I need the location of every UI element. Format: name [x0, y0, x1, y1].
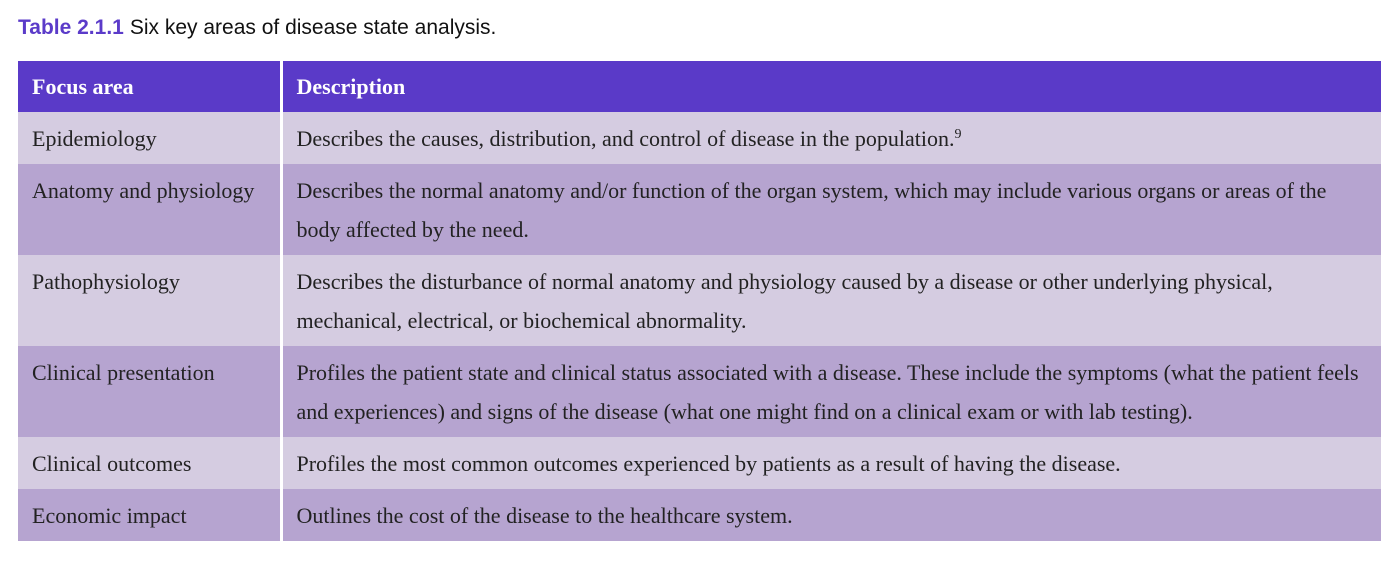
table-row: Anatomy and physiology Describes the nor… — [18, 164, 1381, 255]
footnote-reference: 9 — [954, 127, 962, 142]
header-focus-area: Focus area — [18, 61, 281, 112]
table-title: Six key areas of disease state analysis. — [129, 16, 497, 39]
disease-analysis-table: Focus area Description Epidemiology Desc… — [18, 61, 1381, 541]
table-header-row: Focus area Description — [18, 61, 1381, 112]
focus-area-cell: Pathophysiology — [18, 255, 281, 346]
table-row: Clinical presentation Profiles the patie… — [18, 346, 1381, 437]
table-number: Table 2.1.1 — [18, 16, 124, 39]
description-text: Describes the causes, distribution, and … — [296, 126, 955, 151]
table-row: Economic impact Outlines the cost of the… — [18, 489, 1381, 541]
table-row: Pathophysiology Describes the disturbanc… — [18, 255, 1381, 346]
focus-area-cell: Anatomy and physiology — [18, 164, 281, 255]
focus-area-cell: Epidemiology — [18, 112, 281, 164]
table-row: Epidemiology Describes the causes, distr… — [18, 112, 1381, 164]
focus-area-cell: Economic impact — [18, 489, 281, 541]
description-cell: Outlines the cost of the disease to the … — [279, 489, 1381, 541]
description-cell: Describes the causes, distribution, and … — [279, 112, 1381, 164]
focus-area-cell: Clinical presentation — [18, 346, 281, 437]
table-row: Clinical outcomes Profiles the most comm… — [18, 437, 1381, 489]
description-cell: Describes the normal anatomy and/or func… — [279, 164, 1381, 255]
description-cell: Profiles the patient state and clinical … — [279, 346, 1381, 437]
description-cell: Profiles the most common outcomes experi… — [279, 437, 1381, 489]
focus-area-cell: Clinical outcomes — [18, 437, 281, 489]
table-caption: Table 2.1.1 Six key areas of disease stat… — [18, 16, 496, 40]
header-description: Description — [279, 61, 1381, 112]
description-cell: Describes the disturbance of normal anat… — [279, 255, 1381, 346]
